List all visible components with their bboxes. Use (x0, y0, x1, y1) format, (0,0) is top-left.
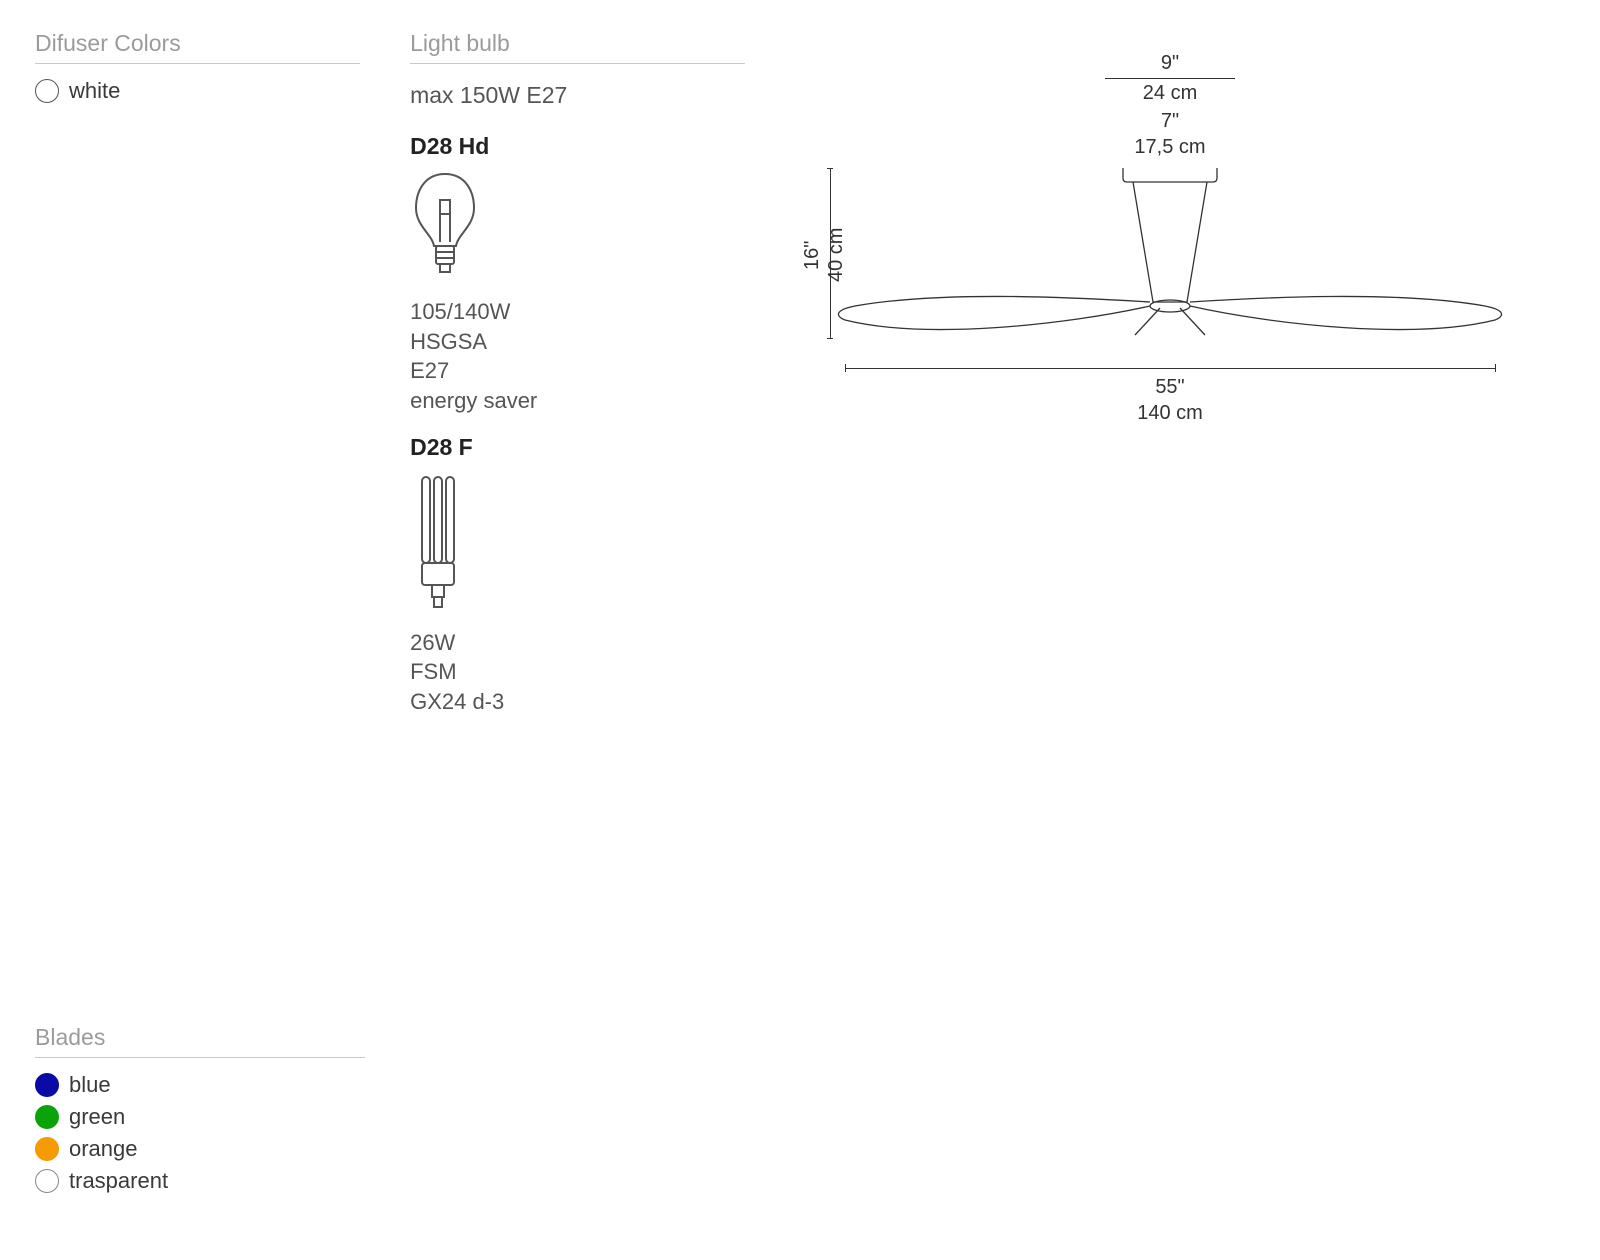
diffuser-swatch-list: white (35, 78, 360, 110)
color-option[interactable]: white (35, 78, 360, 104)
bulb-model-title: D28 Hd (410, 133, 745, 160)
color-option[interactable]: orange (35, 1136, 365, 1162)
spec-line: FSM (410, 657, 745, 687)
dim-line-span (845, 368, 1495, 369)
lightbulb-section: Light bulb max 150W E27 D28 Hd 105/140WHS… (410, 30, 745, 717)
color-swatch-icon (35, 1073, 59, 1097)
blades-swatch-list: blue green orange trasparent (35, 1072, 365, 1194)
color-label: orange (69, 1136, 138, 1162)
dimension-diagram-section: 9" 24 cm 7" 17,5 cm (795, 30, 1565, 717)
dim-tick (845, 364, 846, 372)
section-title-blades: Blades (35, 1024, 365, 1058)
spec-line: 105/140W (410, 297, 745, 327)
bulb-spec-lines: 105/140WHSGSAE27energy saver (410, 297, 745, 416)
dim-height-in: 16" (801, 210, 824, 300)
color-swatch-icon (35, 1169, 59, 1193)
dim-height-cm: 40 cm (825, 200, 848, 310)
color-option[interactable]: green (35, 1104, 365, 1130)
dim-tick (1495, 364, 1496, 372)
color-option[interactable]: trasparent (35, 1168, 365, 1194)
section-title-diffuser: Difuser Colors (35, 30, 360, 64)
dim-tick (827, 338, 833, 339)
blades-section: Blades blue green orange trasparent (35, 1024, 365, 1200)
spec-line: HSGSA (410, 327, 745, 357)
color-label: white (69, 78, 120, 104)
max-wattage-spec: max 150W E27 (410, 82, 745, 109)
spec-line: GX24 d-3 (410, 687, 745, 717)
spec-layout: Difuser Colors white Light bulb max 150W… (35, 30, 1565, 717)
color-label: green (69, 1104, 125, 1130)
bulb-incandescent-icon (410, 170, 480, 280)
bulb-spec-lines: 26WFSMGX24 d-3 (410, 628, 745, 717)
diffuser-colors-section: Difuser Colors white (35, 30, 360, 717)
bulb-icon-wrap (410, 170, 745, 285)
dim-tick (827, 168, 833, 169)
bulb-icon-wrap (410, 471, 745, 616)
dim-span-cm: 140 cm (1105, 402, 1235, 425)
section-title-lightbulb: Light bulb (410, 30, 745, 64)
color-label: blue (69, 1072, 111, 1098)
color-swatch-icon (35, 1105, 59, 1129)
color-option[interactable]: blue (35, 1072, 365, 1098)
spec-line: E27 (410, 356, 745, 386)
spec-line: 26W (410, 628, 745, 658)
bulb-models-list: D28 Hd 105/140WHSGSAE27energy saver D28 F 2… (410, 115, 745, 717)
bulb-cfl-icon (410, 471, 466, 611)
dim-span-in: 55" (1105, 376, 1235, 399)
spec-line: energy saver (410, 386, 745, 416)
color-label: trasparent (69, 1168, 168, 1194)
bulb-model-title: D28 F (410, 434, 745, 461)
fan-diagram: 9" 24 cm 7" 17,5 cm (805, 40, 1565, 460)
color-swatch-icon (35, 1137, 59, 1161)
color-swatch-icon (35, 79, 59, 103)
